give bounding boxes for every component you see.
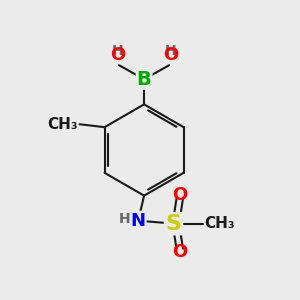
- Text: CH₃: CH₃: [205, 216, 235, 231]
- Text: O: O: [172, 243, 187, 261]
- Text: H: H: [112, 44, 123, 58]
- Text: CH₃: CH₃: [47, 117, 78, 132]
- Text: O: O: [172, 186, 187, 204]
- Text: H: H: [119, 212, 131, 226]
- Text: O: O: [110, 46, 125, 64]
- Text: B: B: [137, 70, 152, 89]
- Text: N: N: [131, 212, 146, 230]
- Text: H: H: [165, 44, 176, 58]
- Text: O: O: [163, 46, 178, 64]
- Text: S: S: [166, 214, 182, 234]
